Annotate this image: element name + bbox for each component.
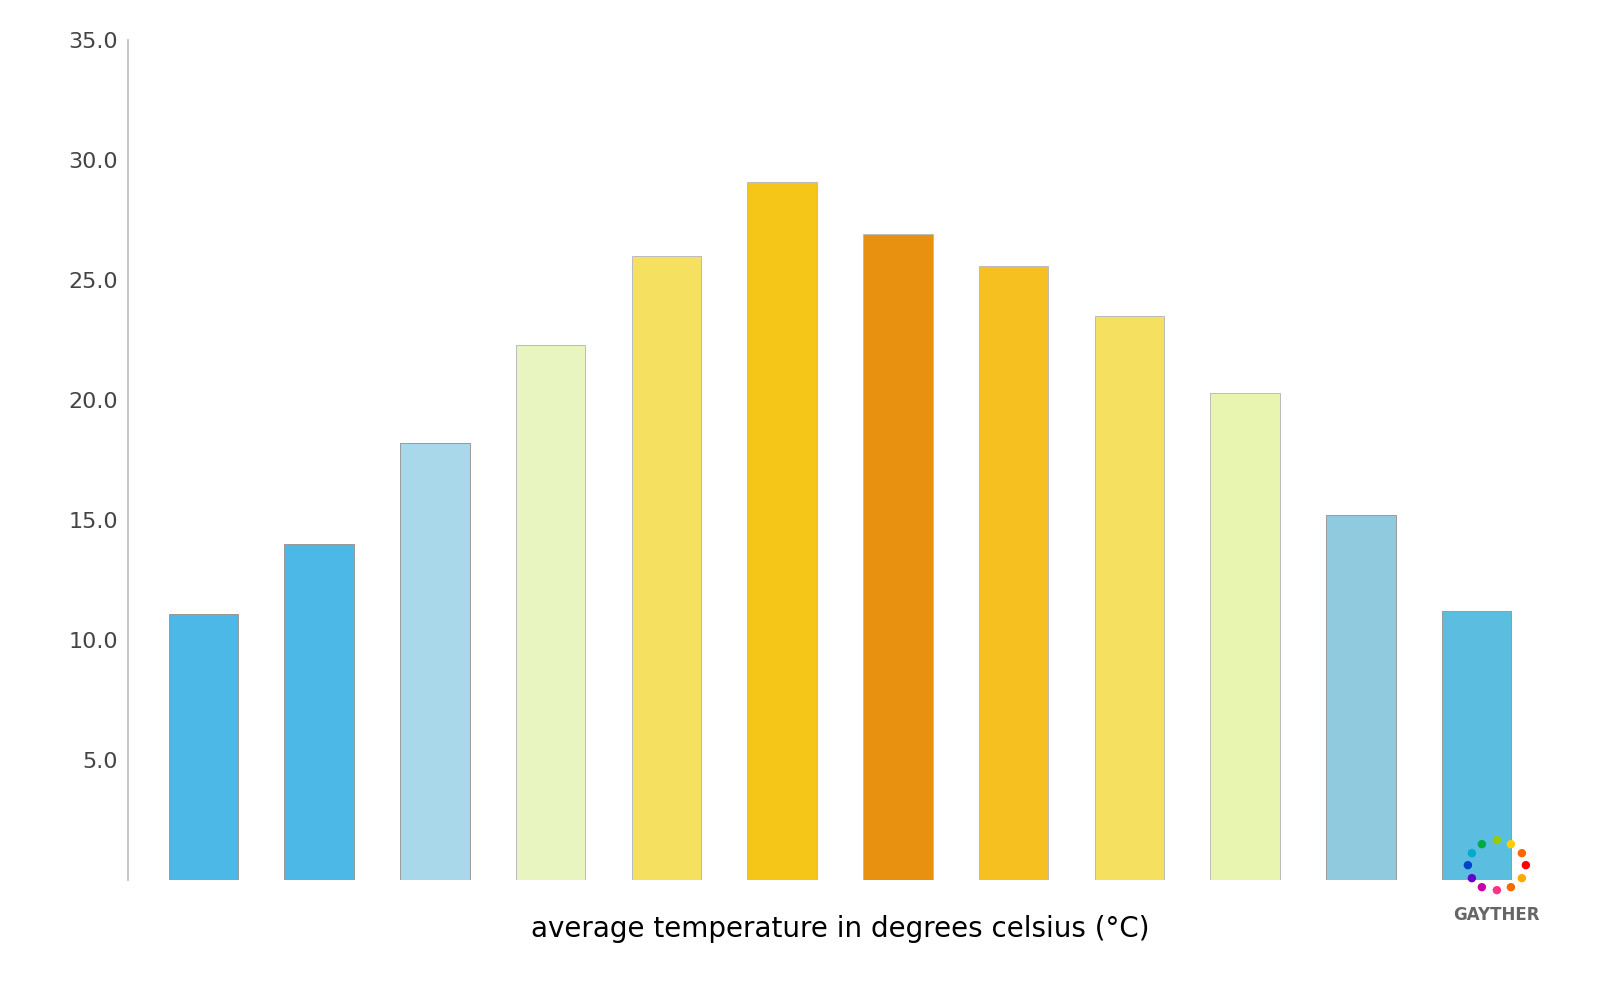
Bar <box>632 256 701 880</box>
Bar <box>1211 393 1280 880</box>
Text: ●: ● <box>1517 847 1526 857</box>
Text: ●: ● <box>1477 882 1486 892</box>
Bar <box>862 234 933 880</box>
Text: ●: ● <box>1491 835 1501 845</box>
Bar <box>400 443 469 880</box>
Text: ●: ● <box>1520 860 1530 870</box>
Text: ●: ● <box>1517 872 1526 882</box>
X-axis label: average temperature in degrees celsius (°C): average temperature in degrees celsius (… <box>531 915 1149 943</box>
Bar <box>747 182 818 880</box>
Text: ●: ● <box>1506 838 1515 848</box>
Bar <box>515 345 586 880</box>
Text: ●: ● <box>1477 838 1486 848</box>
Bar <box>285 544 354 880</box>
Bar <box>1442 611 1512 880</box>
Text: ●: ● <box>1506 882 1515 892</box>
Bar <box>1094 316 1165 880</box>
Text: ●: ● <box>1491 885 1501 895</box>
Text: ●: ● <box>1466 847 1475 857</box>
Text: GAYTHER: GAYTHER <box>1453 906 1539 924</box>
Text: ●: ● <box>1466 872 1475 882</box>
Bar <box>168 614 238 880</box>
Bar <box>1326 515 1395 880</box>
Bar <box>979 266 1048 880</box>
Text: ●: ● <box>1462 860 1472 870</box>
